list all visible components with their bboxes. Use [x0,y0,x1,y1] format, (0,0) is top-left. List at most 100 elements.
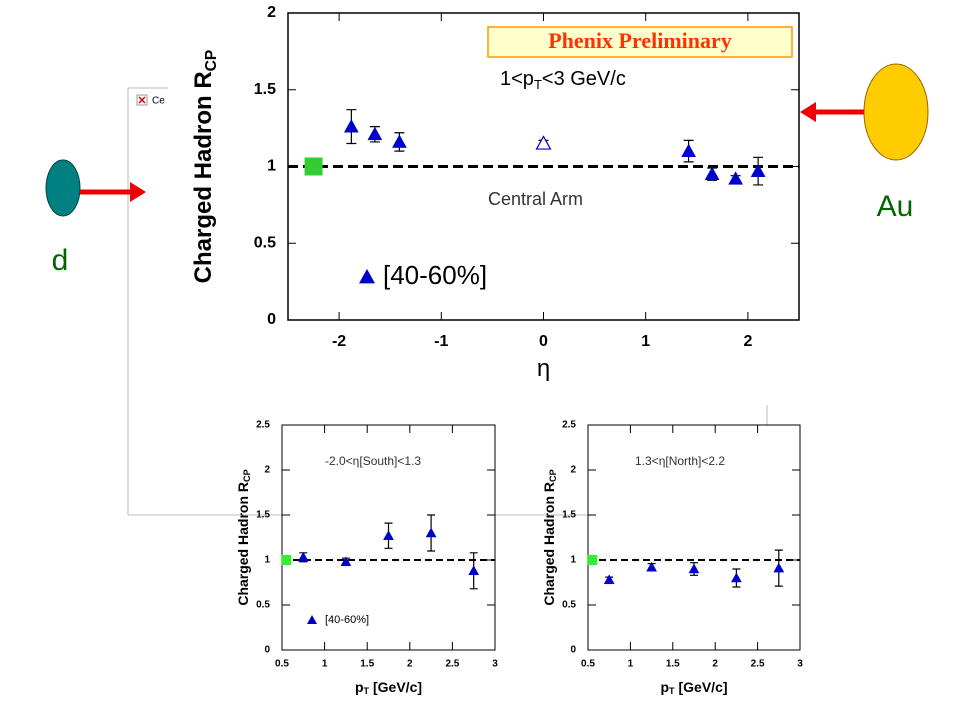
label-sub: T [364,687,370,697]
x-tick-label: 0.5 [581,659,595,670]
x-tick-label: 1 [322,659,328,670]
chart-title: Phenix Preliminary [548,28,732,53]
y-axis-label: Charged Hadron RCP [190,50,220,284]
label-text: η [537,355,550,382]
x-tick-label: 0 [539,333,548,350]
x-tick-label: 1 [641,333,650,350]
label-text: [GeV/c] [369,679,422,695]
y-axis-label: Charged Hadron RCP [235,469,253,605]
x-tick-label: 0.5 [275,659,289,670]
au-nucleus [863,63,929,161]
y-tick-label: 0.5 [256,600,270,611]
label-text: Charged Hadron R [190,71,217,283]
reference-point [587,555,598,565]
data-point [773,562,785,573]
x-tick-label: 3 [492,659,498,670]
y-tick-label: 2 [267,4,276,21]
broken-image-x [138,96,146,104]
y-tick-label: 2 [570,465,576,476]
y-tick-label: 0 [267,311,276,328]
label-text: p [660,679,669,695]
label-sub: CP [243,469,253,482]
d-nucleus [45,159,81,217]
label-text: p [355,679,364,695]
data-point [391,134,407,148]
reference-point [281,555,292,565]
x-tick-label: 2 [712,659,718,670]
data-point [688,563,700,574]
broken-image-text: Ce [152,96,165,107]
x-tick-label: 2 [743,333,752,350]
plot-area [587,424,801,651]
data-point [603,574,615,585]
d-label: d [52,244,69,277]
y-tick-label: 0.5 [254,234,276,251]
x-tick-label: 2.5 [445,659,459,670]
label-text: [GeV/c] [675,679,728,695]
label-text: -2.0<η[South]<1.3 [325,454,421,468]
label-text: 1<p [500,68,534,90]
y-tick-label: 2.5 [562,420,576,431]
au-label: Au [877,190,914,223]
data-point [297,551,309,562]
annotation: 1.3<η[North]<2.2 [635,454,725,468]
x-axis-label: pT [GeV/c] [660,679,727,697]
y-tick-label: 2 [264,465,270,476]
data-point [383,530,394,540]
d-arrow-head [130,182,146,202]
x-tick-label: 2 [407,659,413,670]
y-tick-label: 1 [267,158,276,175]
label-sub: T [669,687,675,697]
label-text: Central Arm [488,189,583,209]
data-point [728,171,744,185]
x-axis-label: η [537,355,550,382]
y-tick-label: 0.5 [562,600,576,611]
annotation: 1<pT<3 GeV/c [500,68,626,92]
y-tick-label: 1.5 [256,510,270,521]
reference-point [304,157,323,176]
legend-label: [40-60%] [325,614,369,626]
label-text: 1.3<η[North]<2.2 [635,454,725,468]
data-point [704,166,720,181]
label-sub: CP [203,50,220,72]
data-point [367,126,383,141]
data-point [535,135,552,150]
au-arrow-head [800,102,816,122]
label-text: <3 GeV/c [542,68,626,90]
x-tick-label: -1 [434,333,448,350]
x-tick-label: 1.5 [360,659,374,670]
data-point [468,565,480,576]
y-tick-label: 0 [264,645,270,656]
y-tick-label: 1 [570,555,576,566]
label-sub: T [534,77,542,92]
y-tick-label: 1 [264,555,270,566]
data-point [343,119,359,133]
data-point [750,163,766,177]
data-point [425,527,437,538]
data-point [730,572,742,583]
legend-marker [359,269,375,284]
y-tick-label: 1.5 [562,510,576,521]
annotation: Central Arm [488,189,583,209]
data-point [340,556,352,567]
label-sub: CP [549,469,559,482]
title-box [487,26,793,58]
x-tick-label: 3 [797,659,803,670]
y-tick-label: 2.5 [256,420,270,431]
x-tick-label: 1 [628,659,634,670]
x-tick-label: 2.5 [751,659,765,670]
data-point [681,143,697,157]
legend-marker [307,615,317,624]
y-tick-label: 0 [570,645,576,656]
data-point [646,561,658,572]
x-axis-label: pT [GeV/c] [355,679,422,697]
legend-label: [40-60%] [383,260,487,290]
label-text: Charged Hadron R [235,482,251,606]
label-text: Charged Hadron R [541,482,557,606]
y-tick-label: 1.5 [254,81,276,98]
annotation: -2.0<η[South]<1.3 [325,454,421,468]
x-tick-label: 1.5 [666,659,680,670]
y-axis-label: Charged Hadron RCP [541,469,559,605]
x-tick-label: -2 [332,333,346,350]
